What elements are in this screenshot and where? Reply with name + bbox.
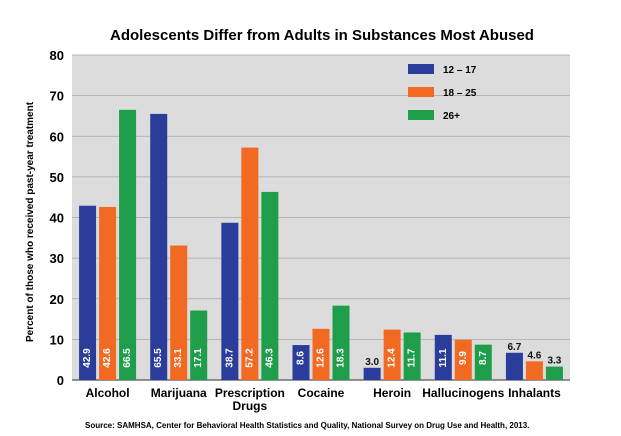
x-tick-label: Inhalants — [508, 386, 561, 400]
data-label: 57.2 — [244, 348, 255, 368]
data-label: 66.5 — [122, 348, 133, 368]
bar — [261, 191, 279, 380]
data-label: 11.7 — [407, 348, 418, 367]
data-label: 3.3 — [547, 356, 561, 367]
bar — [383, 329, 401, 380]
x-tick-label: Hallucinogens — [422, 386, 504, 400]
data-label: 6.7 — [507, 342, 521, 353]
bar — [525, 361, 543, 380]
data-label: 3.0 — [365, 357, 379, 368]
y-tick-label: 10 — [50, 332, 64, 347]
data-label: 38.7 — [224, 348, 235, 368]
source-note: Source: SAMHSA, Center for Behavioral He… — [85, 421, 529, 430]
y-tick-label: 40 — [50, 211, 64, 226]
data-label: 8.6 — [296, 351, 307, 365]
bar — [119, 109, 137, 380]
x-tick-label: Cocaine — [298, 386, 345, 400]
y-tick-label: 20 — [50, 292, 64, 307]
bar — [363, 367, 381, 380]
bar — [79, 205, 97, 380]
y-axis-label: Percent of those who received past-year … — [25, 101, 36, 342]
bars: 42.9 42.6 66.5 65.5 33.1 17.1 38.7 57.2 46.3 8.6 1… — [79, 109, 563, 380]
legend-swatch — [408, 87, 434, 97]
bar — [241, 147, 259, 380]
data-label: 42.9 — [82, 348, 93, 368]
x-tick-label: Alcohol — [86, 386, 130, 400]
bar — [221, 222, 239, 380]
y-axis-ticks: 0 10 20 30 40 50 60 70 80 — [50, 48, 64, 388]
data-label: 11.1 — [438, 348, 449, 367]
chart-title: Adolescents Differ from Adults in Substa… — [110, 27, 534, 44]
bar — [99, 206, 117, 380]
bar — [434, 334, 452, 380]
bar — [474, 344, 492, 380]
legend-swatch — [408, 64, 434, 74]
bar — [545, 366, 563, 380]
y-tick-label: 70 — [50, 89, 64, 104]
data-label: 8.7 — [478, 351, 489, 365]
legend-swatch — [408, 110, 434, 120]
data-label: 4.6 — [527, 350, 541, 361]
bar — [170, 245, 188, 380]
x-tick-label: Marijuana — [151, 386, 207, 400]
data-label: 17.1 — [193, 348, 204, 368]
data-label: 12.4 — [387, 348, 398, 368]
x-tick-label: Heroin — [373, 386, 411, 400]
y-tick-label: 60 — [50, 129, 64, 144]
data-label: 65.5 — [153, 348, 164, 368]
bar — [292, 345, 310, 380]
data-label: 12.6 — [316, 348, 327, 368]
bar — [190, 310, 208, 380]
data-label: 33.1 — [173, 348, 184, 368]
x-tick-label: Prescription Drugs — [215, 386, 285, 413]
data-label: 42.6 — [102, 348, 113, 368]
y-tick-label: 30 — [50, 251, 64, 266]
data-label: 9.9 — [458, 351, 469, 365]
data-label: 46.3 — [264, 348, 275, 368]
bar — [332, 305, 350, 380]
legend-label: 12 – 17 — [443, 65, 477, 76]
legend-label: 26+ — [443, 111, 460, 122]
bar — [150, 113, 168, 380]
bar — [312, 328, 330, 380]
y-tick-label: 0 — [57, 373, 64, 388]
y-tick-label: 50 — [50, 170, 64, 185]
legend-label: 18 – 25 — [443, 88, 477, 99]
legend: 12 – 17 18 – 25 26+ — [408, 64, 477, 122]
bar — [505, 352, 523, 380]
data-label: 18.3 — [336, 348, 347, 368]
y-tick-label: 80 — [50, 48, 64, 63]
bar — [454, 339, 472, 380]
x-axis-ticks: Alcohol Marijuana Prescription Drugs Cocaine… — [86, 386, 562, 413]
bar — [403, 332, 421, 380]
